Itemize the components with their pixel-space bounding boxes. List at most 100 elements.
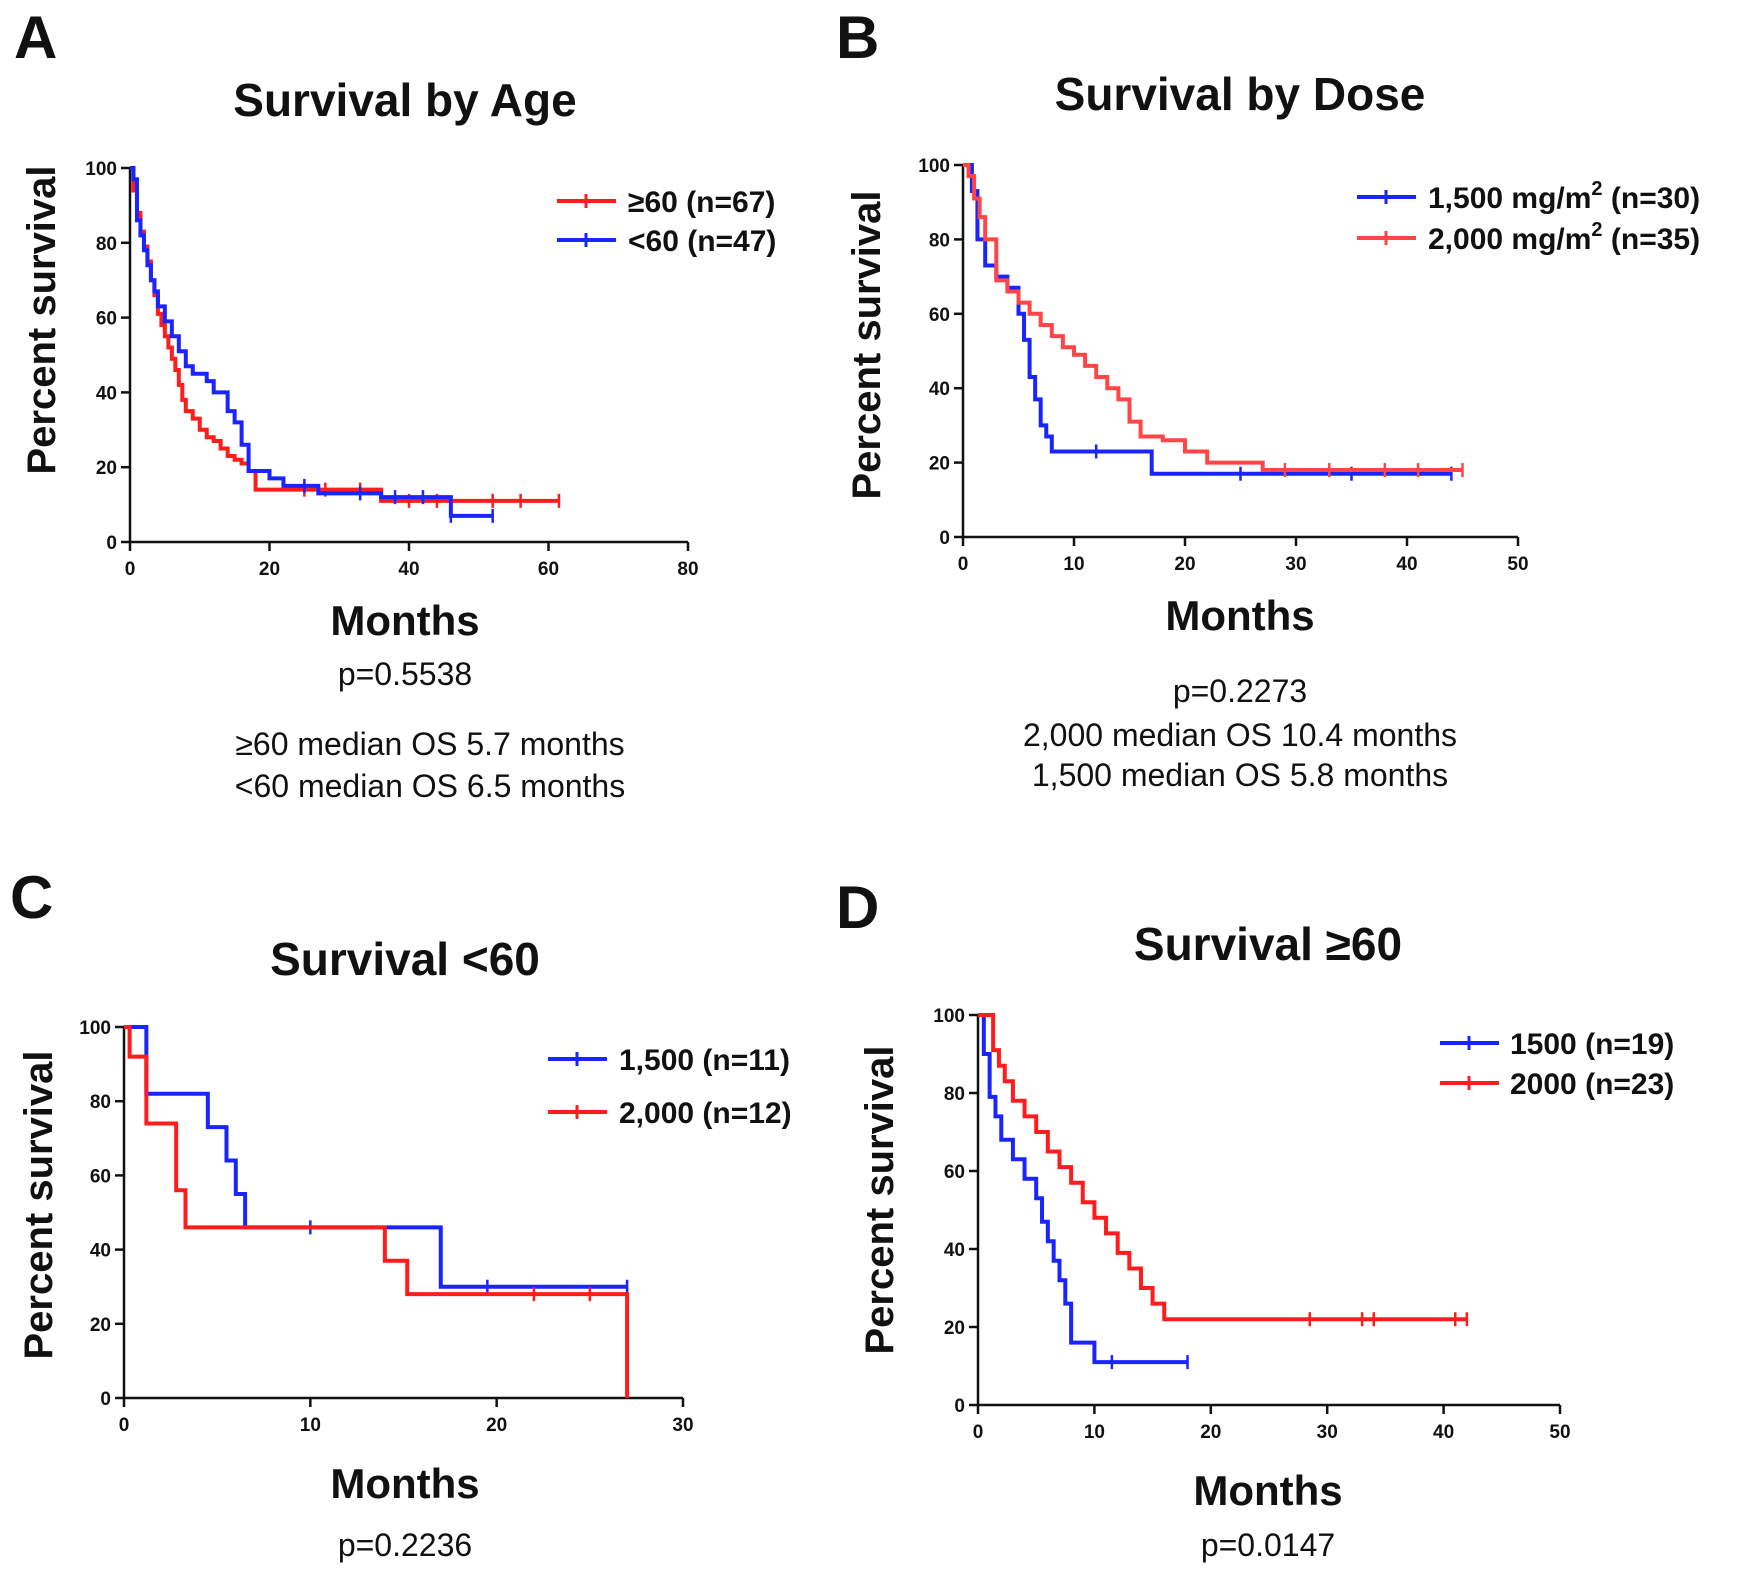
- y-tick-label: 20: [944, 1318, 965, 1339]
- x-tick-label: 10: [300, 1415, 321, 1436]
- x-tick-label: 10: [1063, 554, 1084, 575]
- chart-title: Survival <60: [270, 933, 540, 985]
- median-os-note: <60 median OS 6.5 months: [235, 768, 625, 804]
- panel-b-letter: B: [836, 4, 879, 71]
- x-tick-label: 40: [398, 559, 419, 580]
- legend-label: 2000 (n=23): [1510, 1068, 1674, 1101]
- series-layer: [124, 1025, 630, 1398]
- survival-curve-2: [978, 1013, 1467, 1322]
- y-tick-label: 80: [90, 1092, 111, 1113]
- y-axis-label: Percent survival: [858, 1045, 902, 1354]
- p-value: p=0.2273: [1173, 673, 1307, 709]
- median-os-note: 1,500 median OS 5.8 months: [1032, 757, 1448, 793]
- legend: 1,500 mg/m2 (n=30) 2,000 mg/m2 (n=35): [1357, 178, 1700, 256]
- panel-a: A Survival by Age Percent survival Month…: [14, 4, 776, 804]
- x-tick-label: 0: [119, 1415, 130, 1436]
- y-tick-label: 100: [85, 159, 117, 180]
- survival-curve-1: [124, 1025, 628, 1289]
- panel-c: C Survival <60 Percent survival Months p…: [10, 864, 792, 1563]
- x-tick-label: 10: [1084, 1422, 1105, 1443]
- legend-label: ≥60 (n=67): [628, 186, 775, 219]
- median-os-note: 2,000 median OS 10.4 months: [1023, 717, 1457, 753]
- panel-d: D Survival ≥60 Percent survival Months p…: [836, 874, 1674, 1563]
- legend: ≥60 (n=67) <60 (n=47): [557, 186, 776, 258]
- axes: [976, 1015, 1560, 1407]
- p-value: p=0.0147: [1201, 1527, 1335, 1563]
- axes: [961, 165, 1518, 539]
- x-axis-label: Months: [1165, 592, 1314, 639]
- x-tick-label: 20: [1174, 554, 1195, 575]
- ticks: 0 20 40 60 80 100 0 10 20 30 40 50: [933, 1006, 1570, 1443]
- legend: 1500 (n=19) 2000 (n=23): [1440, 1028, 1674, 1101]
- chart-title: Survival ≥60: [1134, 918, 1402, 970]
- survival-curve-2: [124, 1025, 630, 1398]
- x-axis-label: Months: [330, 597, 479, 644]
- x-tick-label: 30: [1285, 554, 1306, 575]
- legend-label: 1500 (n=19): [1510, 1028, 1674, 1061]
- y-tick-label: 40: [90, 1241, 111, 1262]
- y-tick-label: 0: [106, 533, 117, 554]
- x-axis-label: Months: [330, 1460, 479, 1507]
- ticks: 0 20 40 60 80 100 0 20 40 60 80: [85, 159, 698, 580]
- x-tick-label: 80: [677, 559, 698, 580]
- survival-curve-2: [130, 166, 493, 518]
- y-tick-label: 100: [79, 1018, 111, 1039]
- x-tick-label: 20: [1200, 1422, 1221, 1443]
- y-tick-label: 60: [944, 1162, 965, 1183]
- x-axis-label: Months: [1193, 1467, 1342, 1514]
- x-tick-label: 20: [486, 1415, 507, 1436]
- legend-label: 2,000 (n=12): [619, 1097, 792, 1130]
- y-tick-label: 80: [944, 1084, 965, 1105]
- x-tick-label: 0: [958, 554, 969, 575]
- series-layer: [963, 163, 1464, 481]
- legend-label-superscript: 2: [1591, 178, 1602, 200]
- y-tick-label: 60: [929, 305, 950, 326]
- p-value: p=0.5538: [338, 656, 472, 692]
- legend-label-main: 2,000 mg/m: [1428, 223, 1591, 256]
- x-tick-label: 20: [259, 559, 280, 580]
- panel-a-letter: A: [14, 4, 57, 71]
- legend-label: 1,500 (n=11): [619, 1044, 790, 1077]
- y-tick-label: 20: [90, 1315, 111, 1336]
- legend-label: <60 (n=47): [628, 225, 776, 258]
- y-tick-label: 20: [96, 458, 117, 479]
- y-tick-label: 100: [933, 1006, 965, 1027]
- x-tick-label: 50: [1549, 1422, 1570, 1443]
- y-tick-label: 0: [954, 1396, 965, 1417]
- median-os-note: ≥60 median OS 5.7 months: [235, 726, 624, 762]
- chart-title: Survival by Age: [233, 74, 576, 126]
- y-axis-label: Percent survival: [17, 1050, 61, 1359]
- panel-b: B Survival by Dose Percent survival Mont…: [836, 4, 1700, 793]
- y-tick-label: 0: [100, 1389, 111, 1410]
- y-tick-label: 0: [939, 528, 950, 549]
- survival-curve-1: [130, 166, 559, 503]
- chart-title: Survival by Dose: [1055, 68, 1426, 120]
- ticks: 0 20 40 60 80 100 0 10 20 30 40 50: [918, 156, 1528, 575]
- survival-curve-1: [963, 163, 1452, 476]
- y-tick-label: 40: [944, 1240, 965, 1261]
- survival-curve-1: [978, 1013, 1188, 1365]
- y-tick-label: 40: [929, 379, 950, 400]
- x-tick-label: 60: [538, 559, 559, 580]
- panel-c-letter: C: [10, 864, 53, 931]
- x-tick-label: 0: [973, 1422, 984, 1443]
- legend-label-tail: (n=30): [1603, 182, 1701, 215]
- legend-label-main: 1,500 mg/m: [1428, 182, 1591, 215]
- x-tick-label: 0: [125, 559, 136, 580]
- x-tick-label: 40: [1433, 1422, 1454, 1443]
- legend-label: 2,000 mg/m2 (n=35): [1428, 219, 1700, 256]
- legend-label-tail: (n=35): [1603, 223, 1701, 256]
- p-value: p=0.2236: [338, 1527, 472, 1563]
- survival-curve-2: [963, 163, 1463, 473]
- legend-label: 1,500 mg/m2 (n=30): [1428, 178, 1700, 215]
- y-axis-label: Percent survival: [845, 190, 889, 499]
- axes: [122, 1027, 683, 1400]
- y-tick-label: 20: [929, 454, 950, 475]
- legend: 1,500 (n=11) 2,000 (n=12): [548, 1044, 792, 1130]
- axes: [128, 168, 688, 544]
- ticks: 0 20 40 60 80 100 0 10 20 30: [79, 1018, 693, 1436]
- y-tick-label: 80: [929, 230, 950, 251]
- x-tick-label: 30: [1317, 1422, 1338, 1443]
- series-layer: [978, 1013, 1469, 1370]
